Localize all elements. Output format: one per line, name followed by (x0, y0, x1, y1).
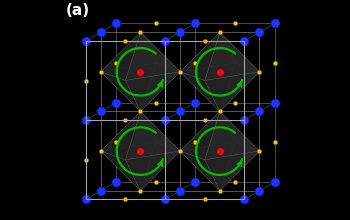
Polygon shape (101, 32, 140, 81)
Polygon shape (125, 32, 180, 81)
Polygon shape (140, 32, 180, 72)
Polygon shape (180, 151, 220, 191)
Text: (a): (a) (66, 3, 90, 18)
Polygon shape (101, 112, 140, 160)
Polygon shape (180, 32, 220, 81)
Polygon shape (101, 151, 140, 191)
Polygon shape (180, 112, 235, 151)
Polygon shape (101, 63, 155, 112)
Polygon shape (125, 151, 180, 191)
Polygon shape (101, 32, 155, 72)
Polygon shape (180, 63, 235, 112)
Polygon shape (205, 72, 259, 112)
Polygon shape (205, 112, 259, 160)
Polygon shape (101, 112, 155, 151)
Polygon shape (180, 72, 220, 112)
Polygon shape (205, 32, 259, 81)
Polygon shape (125, 112, 180, 160)
Polygon shape (140, 63, 180, 112)
Polygon shape (220, 32, 259, 72)
Polygon shape (101, 142, 155, 191)
Polygon shape (220, 63, 259, 112)
Polygon shape (125, 72, 180, 112)
Polygon shape (220, 142, 259, 191)
Polygon shape (140, 142, 180, 191)
Polygon shape (180, 112, 220, 160)
Polygon shape (180, 32, 235, 72)
Polygon shape (101, 72, 140, 112)
Polygon shape (140, 112, 180, 151)
Polygon shape (180, 142, 235, 191)
Polygon shape (205, 151, 259, 191)
Polygon shape (220, 112, 259, 151)
